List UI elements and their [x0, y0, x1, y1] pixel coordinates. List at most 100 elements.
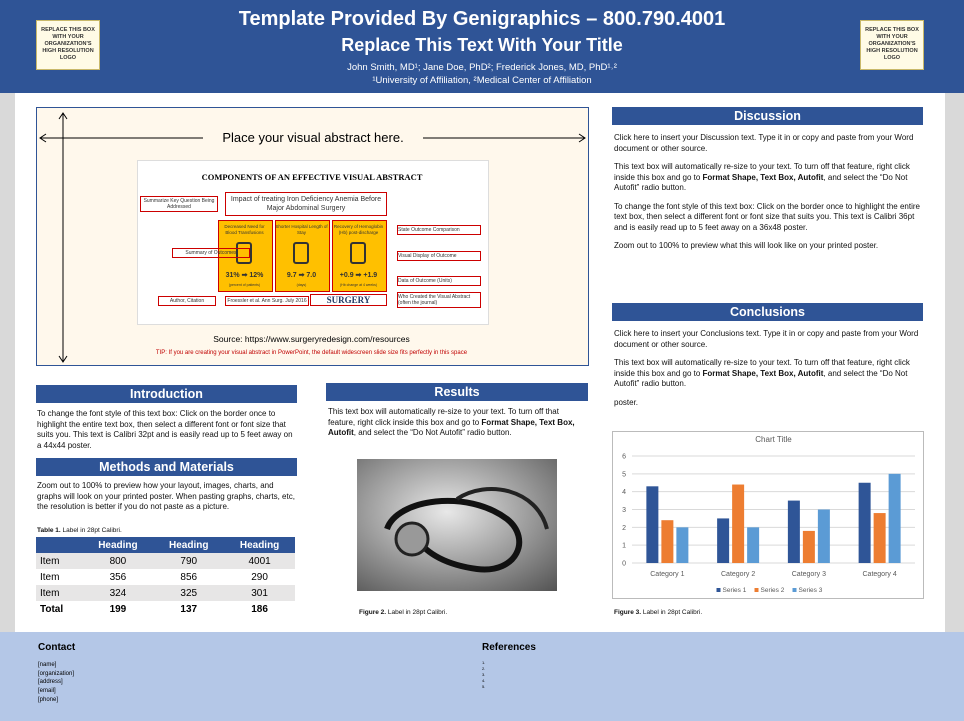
- section-heading: Results: [326, 383, 588, 401]
- logo-placeholder: REPLACE THIS BOX WITH YOUR ORGANIZATION'…: [36, 20, 100, 70]
- table-cell: 137: [180, 603, 198, 615]
- caption-run: Label in 28pt Calibri.: [60, 527, 122, 534]
- panel-unit: (days): [296, 283, 307, 287]
- bar: [717, 518, 730, 563]
- section-text: Click here to insert your Discussion tex…: [614, 133, 922, 260]
- panel-title: Shorter Hospital Length of Stay: [275, 224, 328, 235]
- title: Template Provided By Genigraphics – 800.…: [238, 8, 726, 30]
- text-run: , and select the “Do Not Autofit” radio …: [614, 172, 908, 193]
- table-cell: Total: [40, 603, 64, 615]
- footer-band: [0, 632, 964, 721]
- text-run: This text box will automatically re-size…: [614, 162, 910, 182]
- table-cell: Item: [40, 587, 60, 599]
- text-run: To change the font style of this text bo…: [37, 409, 293, 450]
- chart-frame: [612, 431, 924, 599]
- reference: 2.: [482, 666, 486, 671]
- tip: TIP: If you are creating your visual abs…: [155, 350, 468, 356]
- affiliations: ¹University of Affiliation, ²Medical Cen…: [372, 75, 592, 86]
- legend-label: Series 3: [799, 587, 823, 594]
- caption-run: Figure 2.: [359, 609, 387, 616]
- paragraph: This text box will automatically re-size…: [614, 358, 922, 390]
- text-run: Click here to insert your Discussion tex…: [614, 133, 914, 153]
- section-heading: Introduction: [36, 385, 297, 403]
- text-run: , and select the “Do Not Autofit” radio …: [614, 368, 908, 389]
- y-tick-label: 1: [622, 543, 626, 550]
- section-text: Click here to insert your Conclusions te…: [614, 329, 922, 416]
- text-run: Click here to insert your Conclusions te…: [614, 329, 919, 349]
- section-text: Zoom out to 100% to preview how your lay…: [37, 481, 295, 521]
- abstract-left-label: Summary of Outcomes: [172, 248, 250, 258]
- bar: [888, 473, 901, 563]
- chestpiece: [394, 521, 430, 557]
- abstract-right-label: Visual Display of Outcome: [397, 251, 481, 261]
- panel-icon: [350, 242, 366, 264]
- contact-line: [phone]: [38, 696, 59, 703]
- table-cell: Item: [40, 571, 60, 583]
- abstract-journal: SURGERY: [310, 294, 387, 306]
- text-run: Format Shape, Text Box, Autofit: [702, 172, 824, 182]
- section-text: This text box will automatically re-size…: [328, 407, 586, 447]
- table-header-row: Heading Heading Heading: [36, 537, 295, 553]
- paragraph: Zoom out to 100% to preview how your lay…: [37, 481, 295, 513]
- bar: [873, 513, 886, 563]
- tube: [455, 487, 549, 530]
- section-heading: Conclusions: [612, 303, 923, 321]
- bar: [747, 527, 760, 563]
- arrow-head: [58, 112, 68, 363]
- text-run: poster.: [614, 397, 639, 407]
- section-text: To change the font style of this text bo…: [37, 409, 295, 459]
- section-heading: Discussion: [612, 107, 923, 125]
- panel-icon: [293, 242, 309, 264]
- chart-title: Chart Title: [755, 435, 792, 444]
- text-run: Zoom out to 100% to preview what this wi…: [614, 241, 879, 250]
- abstract-right-label: State Outcome Comparison: [397, 225, 481, 235]
- text-run: To change the font style of this text bo…: [614, 201, 920, 232]
- bar: [817, 509, 830, 563]
- table-cell: 199: [109, 603, 127, 615]
- paragraph: This text box will automatically re-size…: [614, 162, 922, 194]
- bar: [676, 527, 689, 563]
- paragraph: This text box will automatically re-size…: [328, 407, 586, 439]
- caption-run: Figure 3.: [614, 609, 642, 616]
- table-cell: Item: [40, 555, 60, 567]
- header-band: [0, 0, 964, 93]
- y-tick-label: 3: [622, 507, 626, 514]
- abstract-right-label: Data of Outcome (Units): [397, 276, 481, 286]
- table-header-cell: Heading: [98, 539, 138, 551]
- legend-swatch: [716, 588, 721, 592]
- x-tick-label: Category 4: [863, 571, 897, 578]
- data-table: Heading Heading Heading Item 800 790 4001 Item 3…: [36, 537, 295, 617]
- y-tick-label: 0: [622, 561, 626, 568]
- text-run: Zoom out to 100% to preview how your lay…: [37, 481, 295, 511]
- abstract-heading: COMPONENTS OF AN EFFECTIVE VISUAL ABSTRA…: [201, 172, 423, 182]
- table-cell: 186: [251, 603, 268, 615]
- bar: [732, 484, 745, 563]
- caption-run: Table 1.: [37, 527, 61, 534]
- paragraph: To change the font style of this text bo…: [37, 409, 295, 451]
- paragraph: poster.: [614, 398, 922, 409]
- panel-value: 9.7 ➡ 7.0: [286, 272, 317, 279]
- contact-line: [name]: [38, 662, 57, 668]
- caption-run: Label in 28pt Calibri.: [641, 609, 703, 616]
- panel-icon: [236, 242, 252, 264]
- panel-value: +0.9 ➡ +1.9: [339, 272, 378, 279]
- abstract-panel: [218, 220, 273, 292]
- abstract-panel: [332, 220, 387, 292]
- table-cell: 324: [109, 587, 127, 599]
- text-run: Format Shape, Text Box, Autofit: [328, 417, 575, 438]
- abstract-panel: [275, 220, 330, 292]
- panel-title: Decreased Need for Blood Transfusions: [224, 224, 265, 235]
- table-caption: Table 1. Label in 28pt Calibri.: [37, 527, 122, 534]
- abstract-left-label: Author, Citation: [158, 296, 216, 306]
- table-cell: 325: [180, 587, 198, 599]
- x-tick-label: Category 1: [650, 571, 684, 578]
- table-cell: 301: [251, 587, 268, 599]
- paragraph: Click here to insert your Conclusions te…: [614, 329, 922, 350]
- panel-title: Recovery of Hemoglobin (Hb) post-dischar…: [333, 224, 384, 235]
- bar: [661, 520, 674, 563]
- contact-line: [organization]: [38, 670, 75, 677]
- references-heading: References: [482, 642, 536, 653]
- logo-placeholder: REPLACE THIS BOX WITH YOUR ORGANIZATION'…: [860, 20, 924, 70]
